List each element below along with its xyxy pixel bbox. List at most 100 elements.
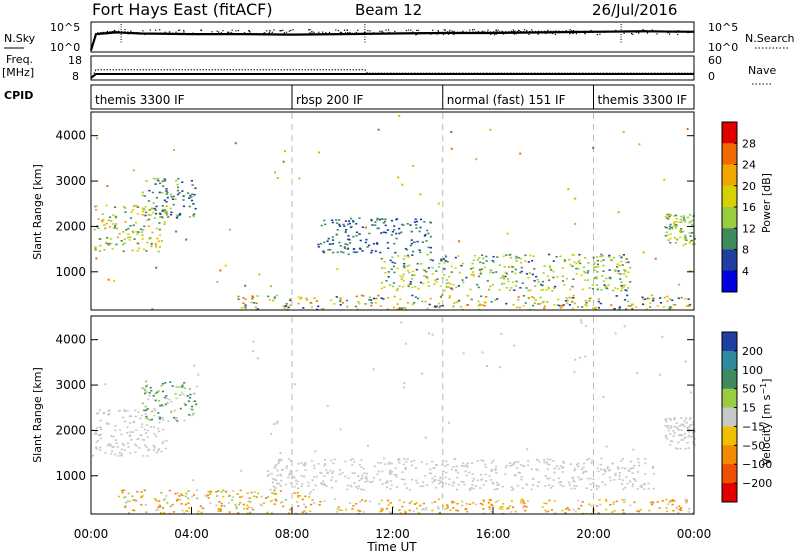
data-cell bbox=[341, 302, 344, 304]
data-cell bbox=[572, 294, 575, 297]
noise-point bbox=[529, 31, 532, 33]
data-cell bbox=[445, 279, 448, 281]
data-cell bbox=[488, 499, 491, 502]
data-cell bbox=[381, 470, 384, 473]
data-cell bbox=[584, 355, 587, 358]
data-cell bbox=[195, 403, 198, 406]
data-cell bbox=[106, 242, 109, 245]
data-cell bbox=[514, 268, 517, 271]
data-cell bbox=[269, 432, 272, 435]
noise-point bbox=[280, 30, 282, 32]
data-cell bbox=[408, 264, 411, 267]
data-cell bbox=[106, 237, 109, 239]
data-cell bbox=[661, 335, 664, 338]
data-cell bbox=[687, 511, 690, 513]
data-cell bbox=[287, 306, 290, 309]
data-cell bbox=[166, 191, 169, 194]
data-cell bbox=[544, 475, 547, 477]
data-cell bbox=[487, 501, 490, 504]
data-cell bbox=[353, 472, 357, 475]
data-cell bbox=[688, 428, 691, 431]
noise-point bbox=[442, 33, 445, 36]
data-cell bbox=[506, 507, 509, 510]
data-cell bbox=[372, 243, 375, 245]
noise-point bbox=[124, 29, 126, 31]
data-cell bbox=[397, 459, 400, 462]
noise-point bbox=[249, 31, 251, 33]
data-cell bbox=[120, 433, 123, 436]
colorbar-tick-label: 20 bbox=[742, 180, 756, 193]
data-cell bbox=[632, 483, 635, 485]
station-title: Fort Hays East (fitACF) bbox=[92, 0, 273, 19]
data-cell bbox=[594, 266, 598, 268]
data-cell bbox=[209, 502, 212, 504]
data-cell bbox=[151, 207, 154, 210]
data-cell bbox=[675, 217, 678, 220]
data-cell bbox=[282, 160, 285, 163]
data-cell bbox=[537, 281, 540, 283]
data-cell bbox=[335, 222, 339, 224]
data-cell bbox=[639, 508, 642, 511]
data-cell bbox=[494, 465, 498, 468]
data-cell bbox=[355, 231, 359, 234]
data-cell bbox=[651, 294, 654, 297]
data-cell bbox=[139, 417, 142, 420]
data-cell bbox=[188, 397, 192, 399]
data-cell bbox=[413, 221, 417, 223]
data-cell bbox=[267, 295, 270, 298]
noise-point bbox=[266, 30, 268, 32]
data-cell bbox=[629, 504, 632, 507]
data-cell bbox=[441, 277, 444, 279]
data-cell bbox=[601, 255, 604, 257]
data-cell bbox=[597, 485, 601, 488]
noise-point bbox=[192, 32, 194, 34]
data-cell bbox=[679, 229, 682, 232]
data-cell bbox=[462, 352, 465, 355]
data-cell bbox=[669, 237, 672, 240]
data-cell bbox=[260, 504, 263, 507]
data-cell bbox=[623, 299, 627, 301]
data-cell bbox=[192, 412, 195, 415]
data-cell bbox=[358, 464, 361, 466]
data-cell bbox=[268, 473, 271, 476]
data-cell bbox=[384, 218, 387, 220]
data-cell bbox=[569, 288, 572, 291]
data-cell bbox=[379, 479, 382, 481]
data-cell bbox=[106, 444, 109, 447]
data-cell bbox=[191, 495, 194, 498]
data-cell bbox=[545, 289, 548, 291]
data-cell bbox=[143, 489, 146, 492]
data-cell bbox=[558, 481, 561, 484]
data-cell bbox=[169, 381, 172, 383]
data-cell bbox=[277, 462, 280, 465]
noise-point bbox=[357, 29, 359, 31]
data-cell bbox=[182, 393, 185, 396]
data-cell bbox=[531, 273, 534, 276]
data-cell bbox=[196, 489, 199, 491]
data-cell bbox=[623, 284, 626, 286]
data-cell bbox=[441, 294, 444, 297]
data-cell bbox=[453, 481, 456, 484]
data-cell bbox=[293, 383, 296, 386]
data-cell bbox=[455, 509, 458, 512]
data-cell bbox=[421, 509, 424, 511]
data-cell bbox=[440, 259, 443, 262]
data-cell bbox=[360, 477, 363, 479]
data-cell bbox=[143, 195, 146, 197]
data-cell bbox=[677, 512, 680, 514]
data-cell bbox=[520, 266, 523, 269]
freq-series bbox=[90, 73, 694, 79]
data-cell bbox=[279, 459, 283, 461]
data-cell bbox=[421, 241, 424, 243]
data-cell bbox=[352, 219, 355, 222]
data-cell bbox=[401, 183, 404, 186]
data-cell bbox=[332, 251, 335, 254]
data-cell bbox=[186, 192, 190, 194]
data-cell bbox=[411, 254, 414, 256]
data-cell bbox=[197, 510, 200, 513]
data-cell bbox=[627, 271, 630, 274]
data-cell bbox=[124, 505, 127, 507]
data-cell bbox=[444, 260, 447, 262]
data-cell bbox=[509, 505, 512, 507]
